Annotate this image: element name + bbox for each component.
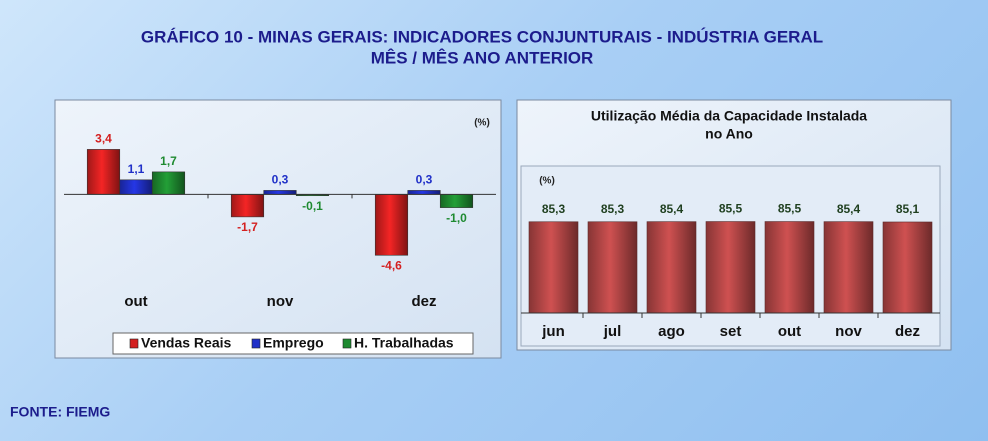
legend-swatch (251, 338, 261, 349)
legend-label: Emprego (263, 335, 324, 351)
bar (646, 221, 697, 314)
x-tick-label: nov (267, 293, 294, 310)
legend-box (112, 332, 474, 355)
value-label: 3,4 (95, 132, 112, 146)
value-label: 1,7 (160, 154, 177, 168)
x-tick-label: nov (835, 323, 862, 340)
value-label: 85,4 (837, 202, 861, 216)
page-subtitle: MÊS / MÊS ANO ANTERIOR (371, 48, 594, 67)
bar (528, 221, 579, 314)
value-label: 0,3 (416, 173, 433, 187)
chart-title: Utilização Média da Capacidade Instalada (591, 108, 867, 124)
bar (374, 194, 409, 256)
bar (119, 179, 153, 195)
value-label: 85,1 (896, 202, 920, 216)
x-tick-label: dez (411, 293, 436, 310)
value-label: 85,5 (778, 202, 802, 216)
source: FONTE: FIEMG (10, 404, 110, 420)
panel-left (54, 99, 502, 359)
legend-label: Vendas Reais (141, 335, 231, 351)
bar (705, 221, 756, 314)
x-tick-label: out (124, 293, 147, 310)
value-label: -0,1 (302, 199, 323, 213)
value-label: 0,3 (272, 173, 289, 187)
value-label: 85,5 (719, 202, 743, 216)
value-label: -1,7 (237, 220, 258, 234)
legend-label: H. Trabalhadas (354, 335, 454, 351)
x-tick-label: ago (658, 323, 685, 340)
value-label: 85,4 (660, 202, 684, 216)
value-label: -4,6 (381, 258, 402, 272)
x-tick-label: set (720, 323, 742, 340)
legend-swatch (342, 338, 352, 349)
value-label: 85,3 (601, 202, 625, 216)
bar (263, 190, 297, 195)
bar (764, 221, 815, 314)
chart-title: no Ano (705, 126, 753, 142)
page-title: GRÁFICO 10 - MINAS GERAIS: INDICADORES C… (141, 27, 823, 46)
x-tick-label: out (778, 323, 801, 340)
bar (86, 149, 121, 195)
bar (882, 221, 933, 314)
legend-swatch (129, 338, 139, 349)
bar (587, 221, 638, 314)
value-label: -1,0 (446, 211, 467, 225)
x-tick-label: dez (895, 323, 920, 340)
value-label: 1,1 (128, 162, 145, 176)
bar (439, 194, 474, 208)
bar (407, 190, 441, 195)
unit-label: (%) (539, 176, 555, 187)
x-tick-label: jun (541, 323, 565, 340)
bar (823, 221, 874, 314)
x-tick-label: jul (603, 323, 622, 340)
bar (230, 194, 265, 218)
unit-label: (%) (474, 118, 490, 129)
value-label: 85,3 (542, 202, 566, 216)
bar (151, 171, 186, 195)
